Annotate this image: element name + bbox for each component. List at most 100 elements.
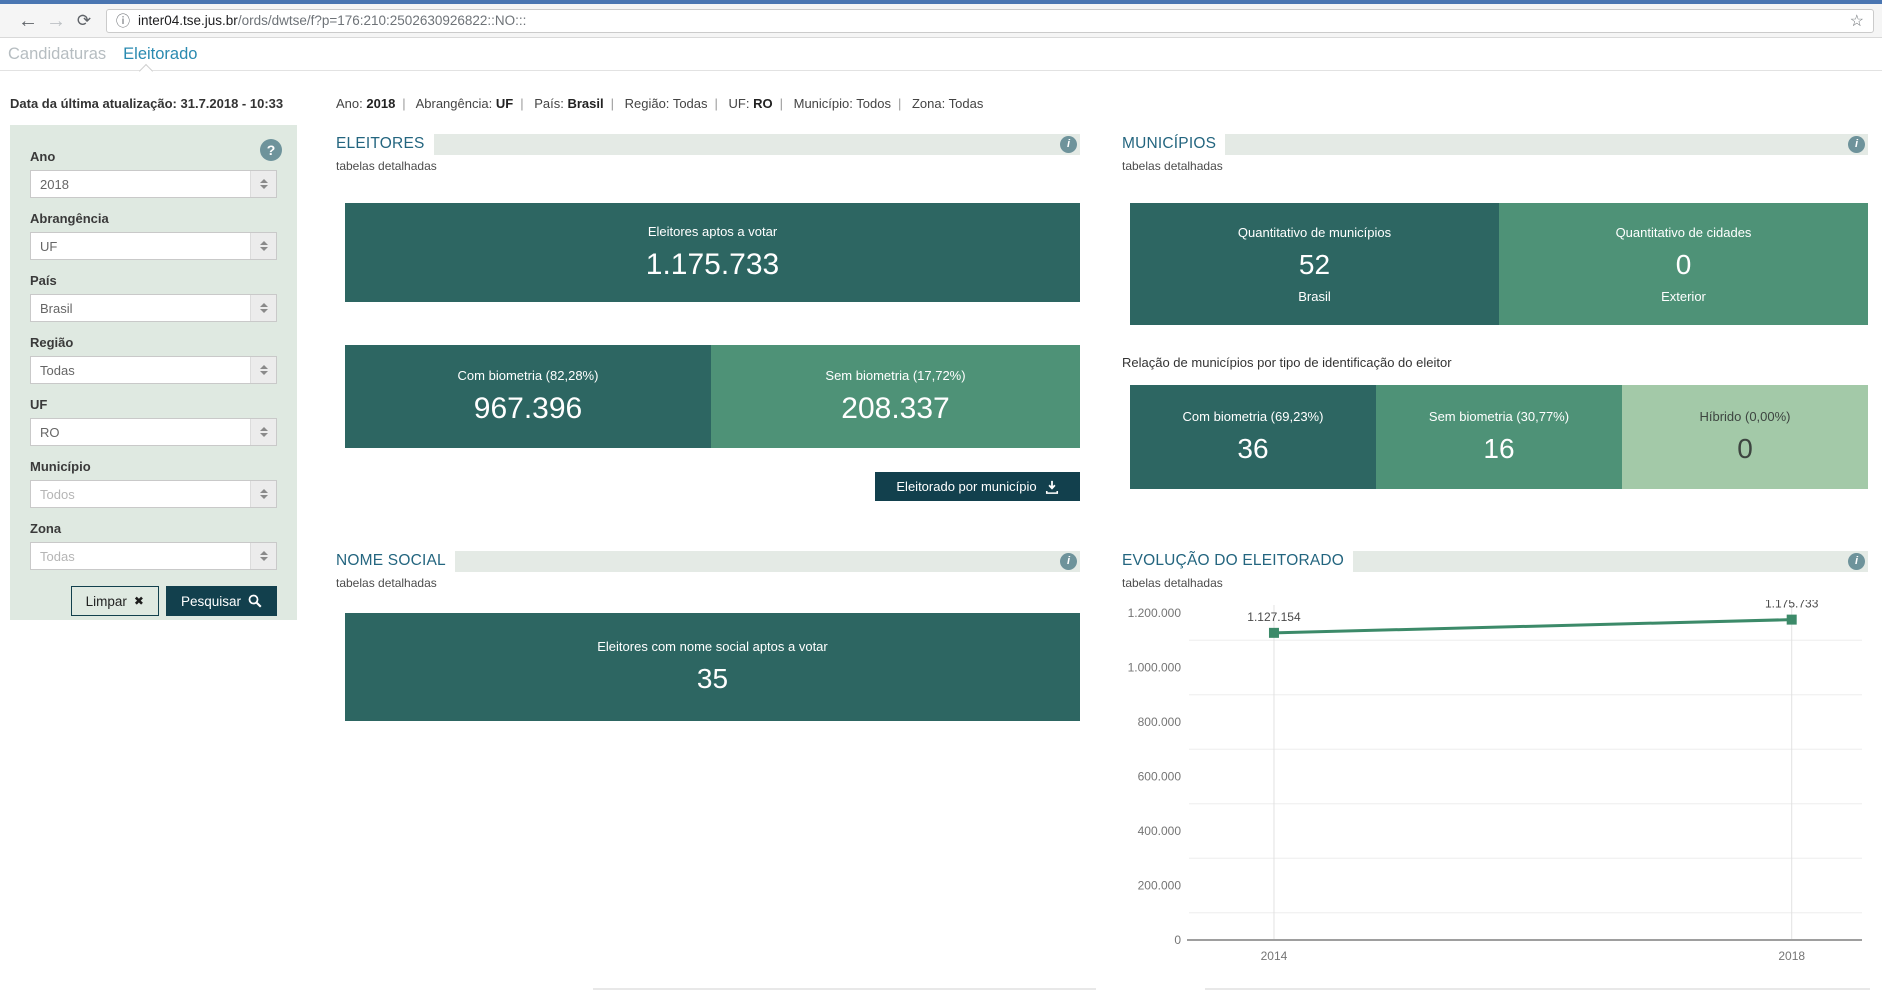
info-icon[interactable]: i	[1848, 553, 1865, 570]
card-label: Quantitativo de cidades	[1616, 225, 1752, 240]
field-label-uf: UF	[30, 397, 277, 412]
info-icon[interactable]: i	[1060, 136, 1077, 153]
card-value: 35	[697, 663, 728, 695]
select-arrows-icon	[250, 543, 276, 569]
regiao-select-value: Todas	[31, 363, 250, 378]
nome-social-card: Eleitores com nome social aptos a votar …	[345, 613, 1080, 721]
select-arrows-icon	[250, 419, 276, 445]
select-arrows-icon	[250, 357, 276, 383]
card-label: Sem biometria (30,77%)	[1429, 409, 1569, 424]
filter-field-zona: Zona Todas	[30, 521, 277, 570]
summary-value: RO	[753, 96, 773, 111]
select-arrows-icon	[250, 295, 276, 321]
com-biometria-card: Com biometria (82,28%) 967.396	[345, 345, 711, 448]
select-arrows-icon	[250, 481, 276, 507]
filter-panel: ? Ano 2018 Abrangência UF País Brasil Re…	[10, 125, 297, 620]
pais-select-value: Brasil	[31, 301, 250, 316]
sem-biometria-card: Sem biometria (17,72%) 208.337	[711, 345, 1080, 448]
card-sublabel: Exterior	[1661, 289, 1706, 304]
card-label: Com biometria (69,23%)	[1183, 409, 1324, 424]
pesquisar-button[interactable]: Pesquisar	[166, 586, 277, 616]
address-bar[interactable]: ⓘ inter04.tse.jus.br/ords/dwtse/f?p=176:…	[106, 9, 1874, 33]
field-label-municipio: Município	[30, 459, 277, 474]
summary-label: Município:	[794, 96, 853, 111]
app-tab-bar: Candidaturas Eleitorado	[0, 39, 1882, 71]
card-value: 16	[1483, 433, 1514, 465]
field-label-regiao: Região	[30, 335, 277, 350]
card-label: Eleitores aptos a votar	[648, 224, 777, 239]
back-icon[interactable]: ←	[14, 11, 42, 31]
svg-text:600.000: 600.000	[1138, 770, 1182, 784]
info-icon[interactable]: i	[1848, 136, 1865, 153]
svg-text:400.000: 400.000	[1138, 824, 1182, 838]
filter-field-regiao: Região Todas	[30, 335, 277, 384]
municipios-header-bar: i	[1225, 134, 1868, 155]
card-value: 0	[1676, 249, 1692, 281]
eleitores-header-bar: i	[434, 134, 1080, 155]
tab-eleitorado[interactable]: Eleitorado	[123, 45, 197, 64]
pais-select[interactable]: Brasil	[30, 294, 277, 322]
eleitores-title: ELEITORES	[336, 135, 425, 153]
browser-toolbar: ← → ⟳ ⓘ inter04.tse.jus.br/ords/dwtse/f?…	[0, 4, 1882, 38]
summary-value: Todas	[673, 96, 708, 111]
forward-icon[interactable]: →	[42, 11, 70, 31]
municipios-hibrido-card: Híbrido (0,00%) 0	[1622, 385, 1868, 489]
summary-value: UF	[496, 96, 513, 111]
url-text: inter04.tse.jus.br/ords/dwtse/f?p=176:21…	[138, 13, 526, 28]
municipios-tables-link[interactable]: tabelas detalhadas	[1122, 159, 1223, 173]
summary-value: Brasil	[567, 96, 603, 111]
card-value: 36	[1237, 433, 1268, 465]
abrangencia-select[interactable]: UF	[30, 232, 277, 260]
filter-field-uf: UF RO	[30, 397, 277, 446]
page-info-icon[interactable]: ⓘ	[116, 11, 130, 31]
uf-select[interactable]: RO	[30, 418, 277, 446]
info-icon[interactable]: i	[1060, 553, 1077, 570]
card-value: 967.396	[474, 392, 582, 426]
card-value: 52	[1299, 249, 1330, 281]
quantitativo-cidades-card: Quantitativo de cidades 0 Exterior	[1499, 203, 1868, 325]
select-arrows-icon	[250, 233, 276, 259]
limpar-label: Limpar	[86, 594, 127, 609]
select-arrows-icon	[250, 171, 276, 197]
reload-icon[interactable]: ⟳	[70, 12, 98, 29]
url-host: inter04.tse.jus.br	[138, 13, 238, 28]
eleitores-tables-link[interactable]: tabelas detalhadas	[336, 159, 437, 173]
tab-candidaturas[interactable]: Candidaturas	[8, 45, 106, 64]
help-icon[interactable]: ?	[260, 139, 282, 161]
active-tab-notch	[139, 64, 153, 78]
nome-social-section-header: NOME SOCIAL i	[336, 550, 1080, 572]
eleitores-aptos-card: Eleitores aptos a votar 1.175.733	[345, 203, 1080, 302]
municipio-select[interactable]: Todos	[30, 480, 277, 508]
svg-text:1.175.733: 1.175.733	[1765, 600, 1819, 611]
zona-select[interactable]: Todas	[30, 542, 277, 570]
regiao-select[interactable]: Todas	[30, 356, 277, 384]
evolution-chart-container: 1.200.0001.000.000800.000600.000400.0002…	[1122, 600, 1868, 972]
svg-text:1.200.000: 1.200.000	[1128, 606, 1182, 620]
card-label: Híbrido (0,00%)	[1699, 409, 1790, 424]
ano-select-value: 2018	[31, 177, 250, 192]
summary-value: Todas	[949, 96, 984, 111]
card-value: 1.175.733	[646, 248, 779, 282]
eleitorado-por-municipio-button[interactable]: Eleitorado por município	[875, 472, 1080, 501]
svg-text:1.127.154: 1.127.154	[1247, 610, 1301, 624]
municipio-select-value: Todos	[31, 487, 250, 502]
last-update-text: Data da última atualização: 31.7.2018 - …	[10, 96, 283, 111]
filter-field-abrangencia: Abrangência UF	[30, 211, 277, 260]
close-icon: ✖	[134, 594, 144, 608]
limpar-button[interactable]: Limpar ✖	[71, 586, 159, 616]
download-button-label: Eleitorado por município	[896, 479, 1036, 494]
summary-label: Zona:	[912, 96, 945, 111]
section-divider	[1205, 988, 1870, 990]
abrangencia-select-value: UF	[31, 239, 250, 254]
evolucao-tables-link[interactable]: tabelas detalhadas	[1122, 576, 1223, 590]
nome-social-tables-link[interactable]: tabelas detalhadas	[336, 576, 437, 590]
bookmark-star-icon[interactable]: ☆	[1850, 11, 1864, 31]
municipios-com-biometria-card: Com biometria (69,23%) 36	[1130, 385, 1376, 489]
summary-label: Ano:	[336, 96, 363, 111]
nome-social-title: NOME SOCIAL	[336, 552, 446, 570]
summary-value: 2018	[366, 96, 395, 111]
svg-text:800.000: 800.000	[1138, 715, 1182, 729]
quantitativo-municipios-card: Quantitativo de municípios 52 Brasil	[1130, 203, 1499, 325]
section-divider	[593, 988, 1096, 990]
ano-select[interactable]: 2018	[30, 170, 277, 198]
